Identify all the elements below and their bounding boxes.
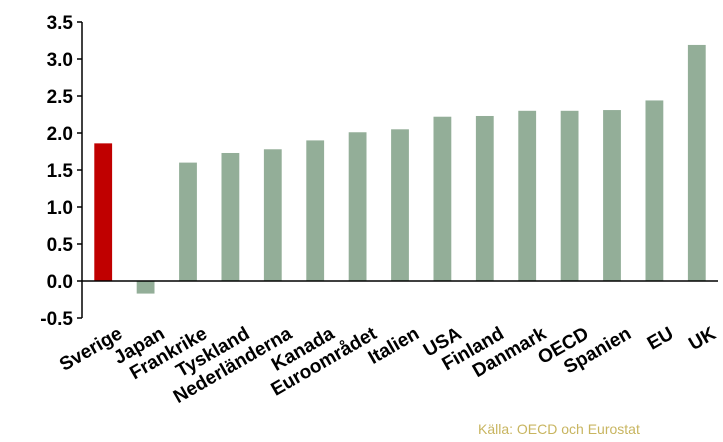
y-tick-label: 3.5 xyxy=(47,13,74,34)
bar-danmark xyxy=(518,110,537,281)
y-tick-label: 3.0 xyxy=(47,50,73,71)
x-tick-label: EU xyxy=(644,323,677,354)
bar-finland xyxy=(475,115,494,281)
bar-kanada xyxy=(306,140,325,281)
y-tick-label: 0.0 xyxy=(47,272,73,293)
bar-oecd xyxy=(560,110,579,281)
bar-sverige xyxy=(94,143,113,281)
bar-frankrike xyxy=(179,162,197,281)
y-tick-label: 0.5 xyxy=(47,235,74,256)
y-tick-label: 2.0 xyxy=(47,124,73,145)
bar-uk xyxy=(687,44,706,281)
x-tick-label: UK xyxy=(685,323,720,355)
y-tick-label: 1.0 xyxy=(47,198,73,219)
bar-tyskland xyxy=(221,152,240,281)
y-tick-label: 2.5 xyxy=(47,87,74,108)
source-note: Källa: OECD och Eurostat xyxy=(478,421,640,437)
bar-nederländerna xyxy=(263,149,282,281)
y-tick-label: -0.5 xyxy=(40,309,73,330)
bar-spanien xyxy=(603,110,621,281)
bar-italien xyxy=(391,129,409,281)
bar-eu xyxy=(645,100,664,281)
bar-euroområdet xyxy=(348,132,367,281)
bar-japan xyxy=(136,281,155,294)
bar-usa xyxy=(433,116,452,281)
y-tick-label: 1.5 xyxy=(47,161,74,182)
